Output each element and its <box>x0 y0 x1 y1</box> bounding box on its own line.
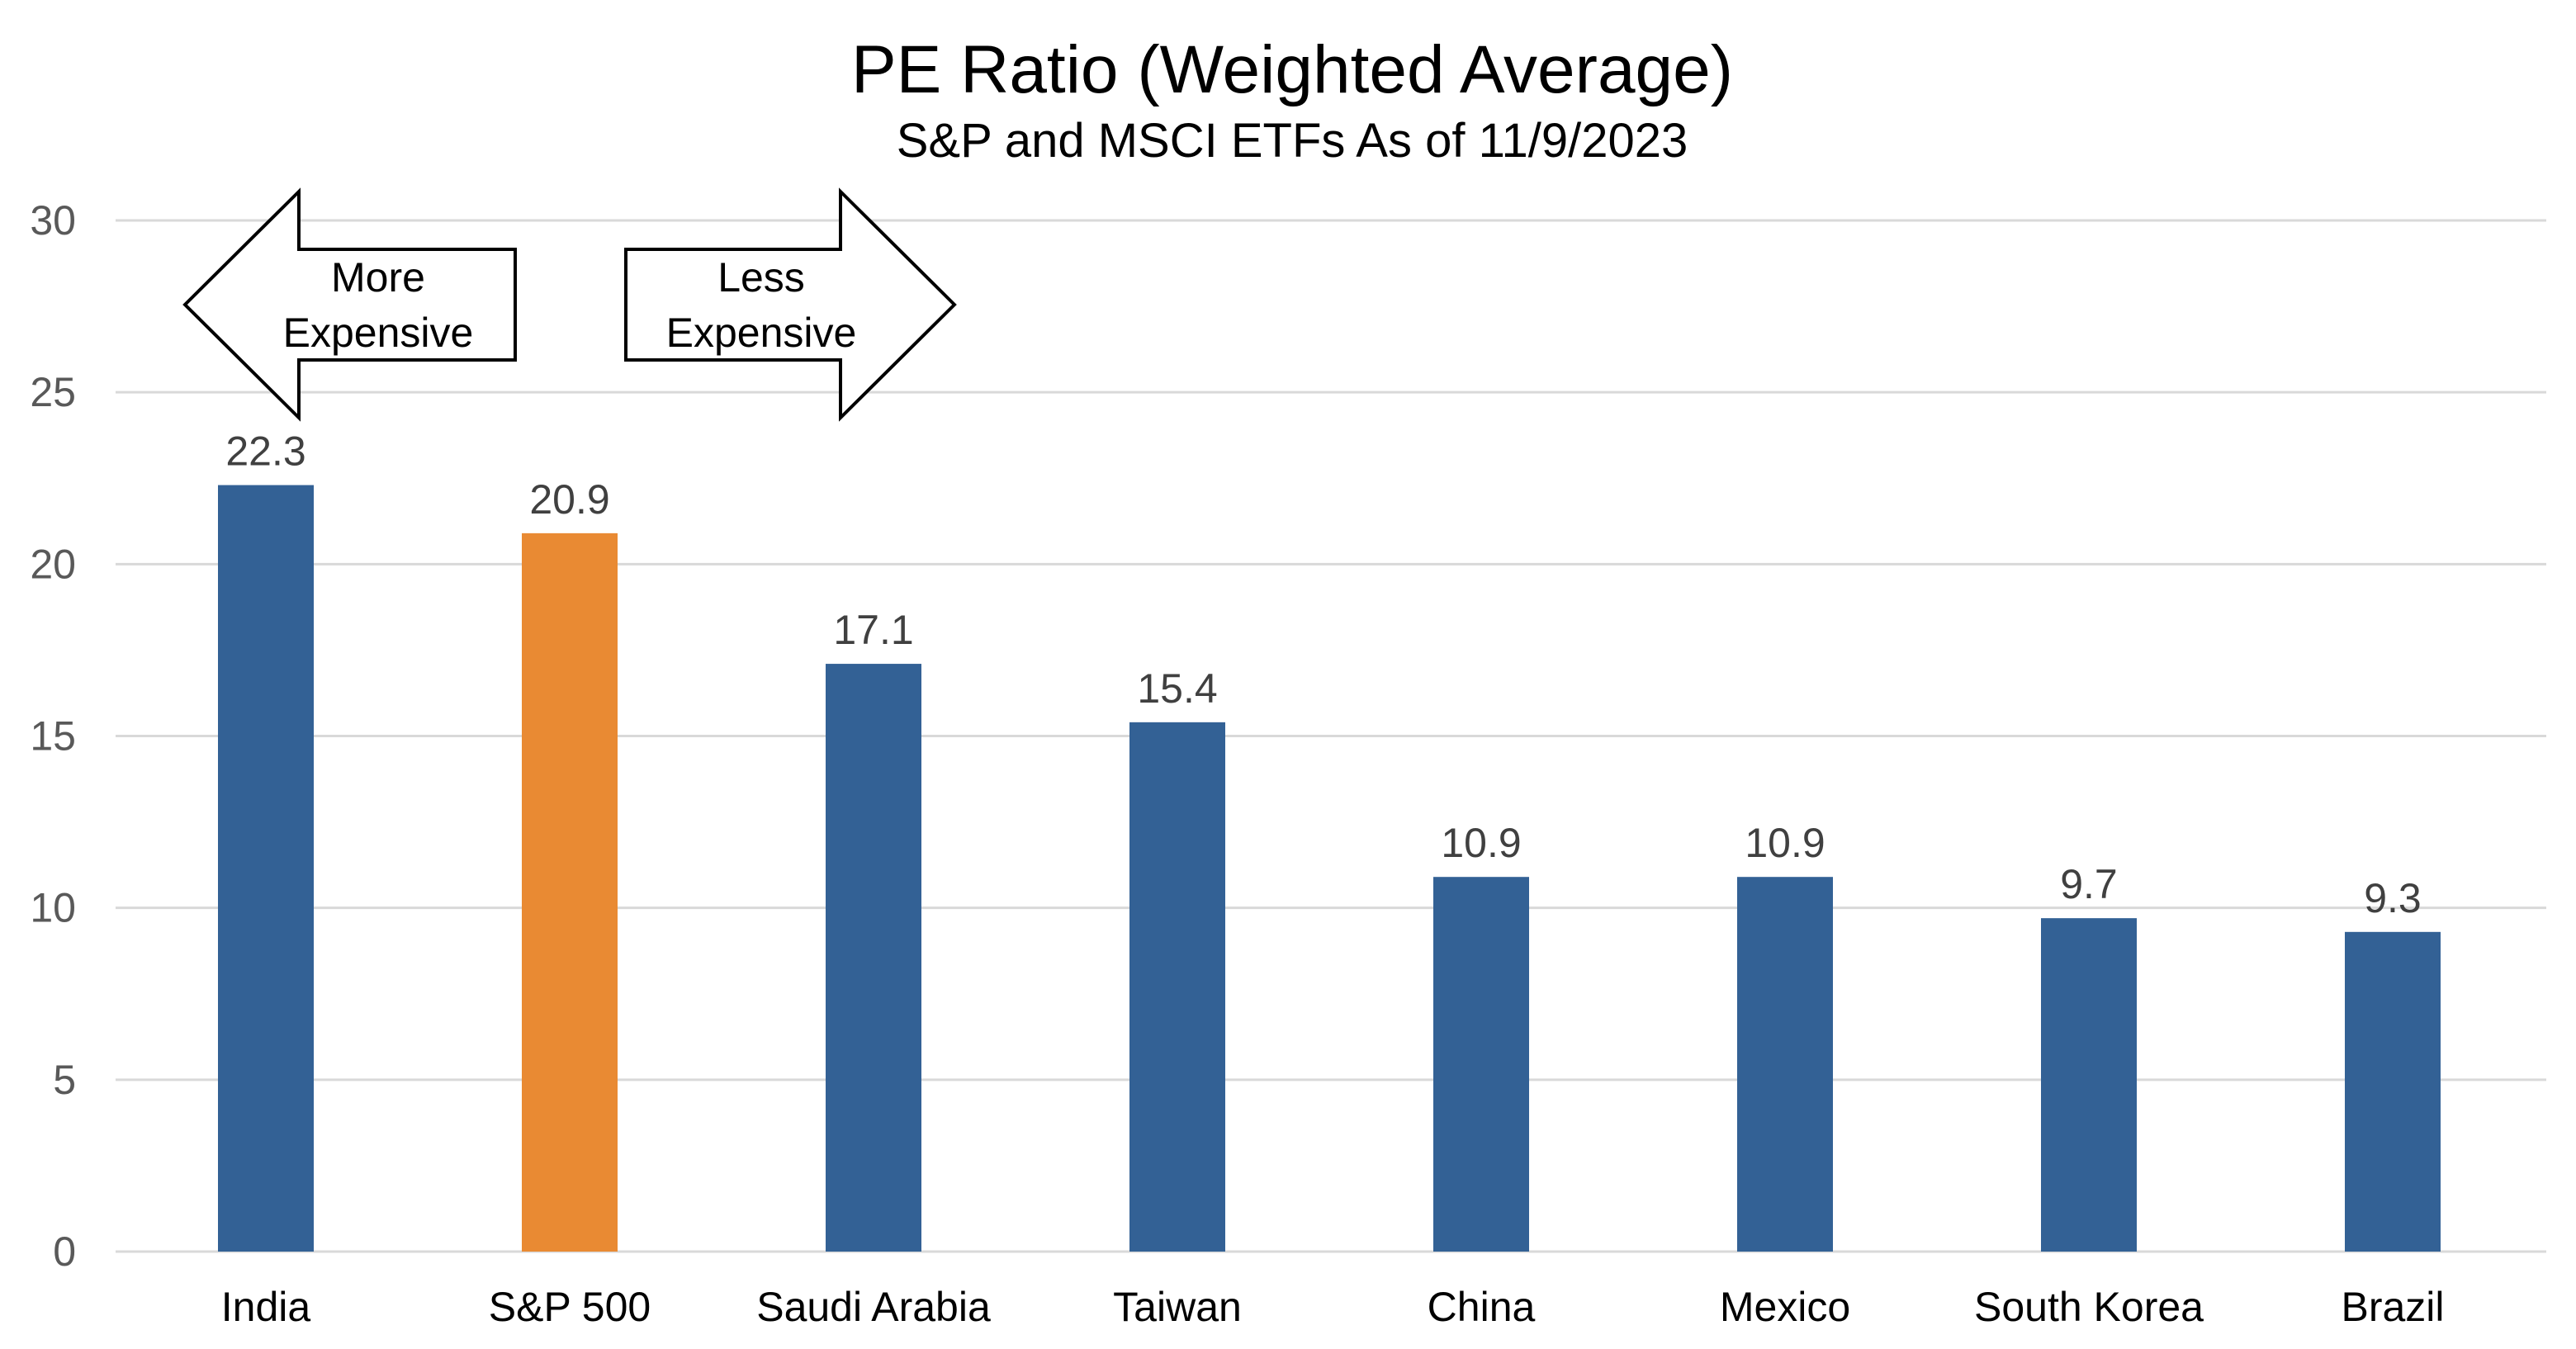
category-label: China <box>1428 1284 1536 1330</box>
data-label: 9.3 <box>2364 875 2422 921</box>
gridlines <box>116 219 2546 1253</box>
y-tick-label: 30 <box>30 197 76 244</box>
y-tick-label: 20 <box>30 541 76 587</box>
category-label: Mexico <box>1720 1284 1850 1330</box>
data-label: 22.3 <box>225 428 305 475</box>
data-label: 15.4 <box>1137 665 1217 712</box>
chart-title: PE Ratio (Weighted Average) <box>851 32 1733 107</box>
data-labels: 22.3 20.9 17.1 15.4 10.9 10.9 9.7 9.3 <box>225 428 2421 921</box>
left-arrow-line-1: More <box>331 254 425 301</box>
right-arrow-line-1: Less <box>717 254 805 301</box>
y-tick-label: 10 <box>30 885 76 931</box>
category-label: Taiwan <box>1113 1284 1242 1330</box>
category-labels: India S&P 500 Saudi Arabia Taiwan China Mexic… <box>221 1284 2445 1330</box>
y-axis-tick-labels: 0 5 10 15 20 25 30 <box>30 197 76 1275</box>
bar-saudi-arabia <box>826 664 921 1252</box>
chart-subtitle: S&P and MSCI ETFs As of 11/9/2023 <box>897 114 1688 168</box>
bar-south-korea <box>2041 918 2137 1252</box>
category-label: S&P 500 <box>489 1284 651 1330</box>
bar-india <box>218 485 314 1252</box>
less-expensive-arrow: Less Expensive <box>624 187 957 422</box>
category-label: India <box>221 1284 311 1330</box>
y-tick-label: 15 <box>30 713 76 760</box>
data-label: 9.7 <box>2060 861 2118 907</box>
bar-mexico <box>1737 877 1833 1252</box>
bar-s-p-500 <box>522 532 618 1252</box>
right-arrow-line-2: Expensive <box>666 310 857 356</box>
left-arrow-line-2: Expensive <box>283 310 474 356</box>
right-arrow-shape <box>624 187 957 422</box>
data-label: 10.9 <box>1441 820 1521 866</box>
category-label: South Korea <box>1974 1284 2204 1330</box>
data-label: 17.1 <box>833 607 913 653</box>
y-tick-label: 25 <box>30 369 76 415</box>
y-tick-label: 5 <box>53 1057 76 1103</box>
bar-brazil <box>2345 931 2441 1252</box>
bar-china <box>1433 877 1529 1252</box>
data-label: 10.9 <box>1745 820 1825 866</box>
y-tick-label: 0 <box>53 1228 76 1275</box>
category-label: Brazil <box>2341 1284 2444 1330</box>
left-arrow-shape <box>182 187 517 422</box>
bars <box>218 485 2441 1252</box>
category-label: Saudi Arabia <box>756 1284 991 1330</box>
more-expensive-arrow: More Expensive <box>182 187 517 422</box>
bar-taiwan <box>1129 722 1225 1252</box>
data-label: 20.9 <box>529 476 609 523</box>
